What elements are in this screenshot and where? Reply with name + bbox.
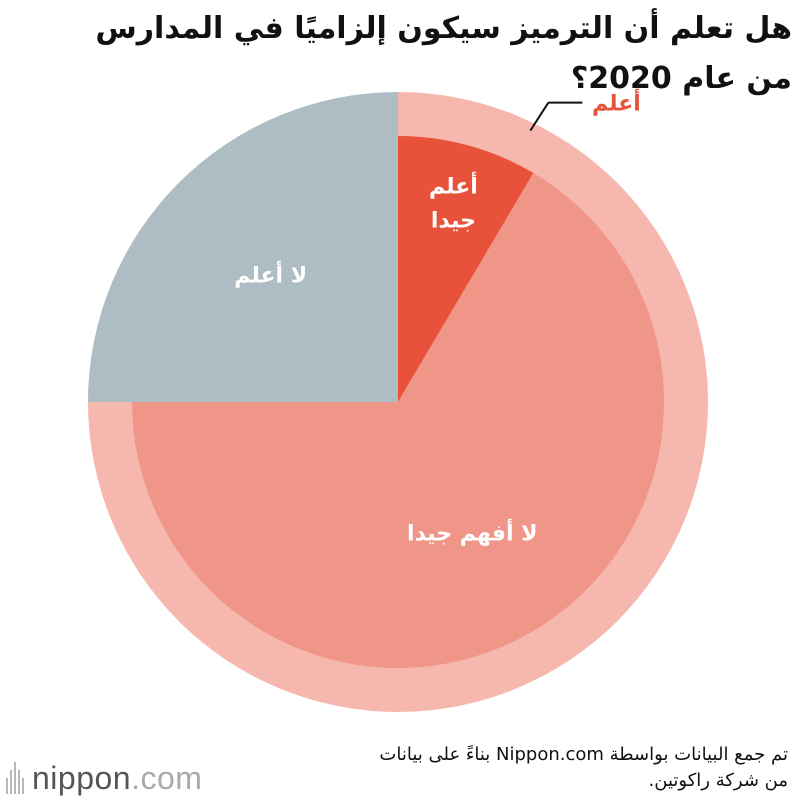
nippon-logo: nippon.com [6, 758, 202, 798]
chart-title: هل تعلم أن الترميز سيكون إلزاميًا في الم… [95, 11, 792, 96]
pie-slice-0 [398, 136, 534, 402]
pie-chart: أعلم أعلم جيدا لا أفهم جيدا لا أعلم [88, 88, 708, 712]
nippon-logo-text: nippon.com [32, 759, 203, 796]
pie-slice-label-2: لا أعلم [234, 260, 307, 289]
source-note: تم جمع البيانات بواسطة Nippon.com بناءً … [379, 744, 788, 791]
ring-leader-line [529, 102, 550, 132]
pie-slice-label-0: أعلم جيدا [429, 170, 478, 233]
pie-slice-label-1: لا أفهم جيدا [407, 517, 538, 546]
pie-slice-1 [132, 173, 664, 668]
nippon-logo-mark-icon [6, 762, 24, 794]
pie-slice-2 [88, 92, 398, 402]
ring-label-know: أعلم [592, 88, 641, 117]
